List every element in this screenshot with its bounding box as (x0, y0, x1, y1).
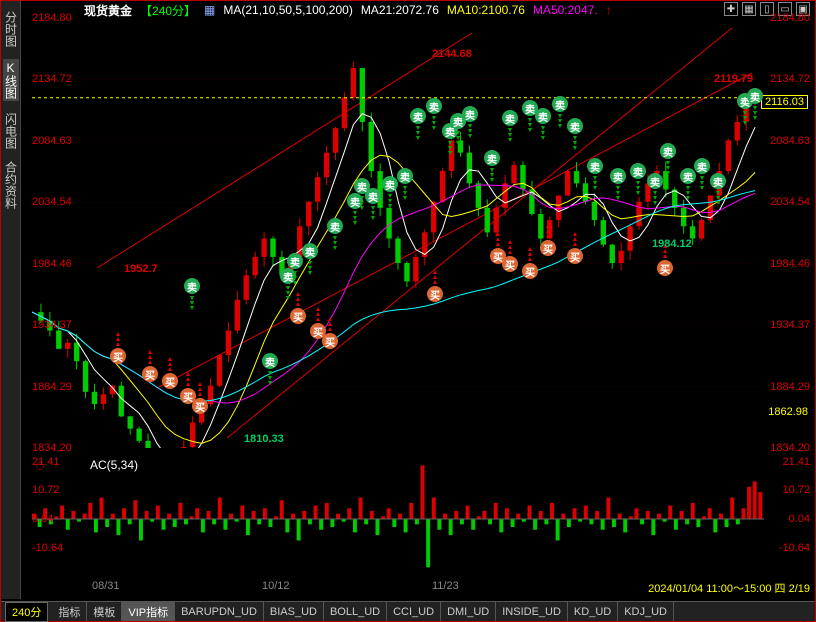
sub-indicator-chart[interactable] (32, 460, 764, 578)
sell-signal: 卖 (660, 143, 676, 159)
buy-signal: 买 (110, 348, 126, 364)
sidebar-timeshare[interactable]: 分时图 (3, 11, 19, 47)
price-annotation: 1810.33 (244, 433, 284, 445)
indicator-tab[interactable]: KDJ_UD (618, 602, 674, 621)
indicator-tab[interactable]: KD_UD (568, 602, 618, 621)
buy-signal: 买 (522, 263, 538, 279)
tool-crosshair-icon[interactable]: ✚ (724, 2, 738, 16)
sell-signal: 卖 (302, 243, 318, 259)
sell-signal: 卖 (535, 108, 551, 124)
indicator-tab[interactable]: INSIDE_UD (496, 602, 568, 621)
buy-signal: 买 (657, 260, 673, 276)
indicator-tab[interactable]: CCI_UD (387, 602, 441, 621)
sell-signal: 卖 (287, 253, 303, 269)
price-annotation: 2119.79 (714, 73, 753, 85)
timeframe-label: 【240分】 (140, 2, 196, 19)
buy-signal: 买 (567, 248, 583, 264)
sell-signal: 卖 (462, 106, 478, 122)
current-datetime: 2024/01/04 11:00～15:00 四 2/19 (648, 580, 810, 596)
indicator-tab[interactable]: BARUPDN_UD (175, 602, 264, 621)
sidebar-contract[interactable]: 合约资料 (3, 161, 19, 209)
top-info-bar: 现货黄金 【240分】 ▦ MA(21,10,50,5,100,200) MA2… (24, 2, 612, 18)
indicator-tab[interactable]: 模板 (87, 602, 122, 621)
buy-signal: 买 (290, 308, 306, 324)
left-sidebar: 分时图 K线图 闪电图 合约资料 (1, 1, 21, 599)
price-annotation: 2144.68 (432, 48, 472, 60)
indicator-tab[interactable]: BOLL_UD (324, 602, 387, 621)
sell-signal: 卖 (382, 176, 398, 192)
buy-signal: 买 (502, 256, 518, 272)
sell-signal: 卖 (262, 353, 278, 369)
buy-signal: 买 (142, 366, 158, 382)
sell-signal: 卖 (484, 150, 500, 166)
sidebar-flash[interactable]: 闪电图 (3, 113, 19, 149)
sell-signal: 卖 (184, 278, 200, 294)
ma21-value: MA21:2072.76 (361, 3, 439, 17)
ma50-value: MA50:2047. (533, 3, 598, 17)
sell-signal: 卖 (747, 88, 763, 104)
symbol-name: 现货黄金 (84, 2, 132, 19)
sell-signal: 卖 (410, 108, 426, 124)
sell-signal: 卖 (327, 218, 343, 234)
indicator-tab[interactable]: DMI_UD (441, 602, 496, 621)
main-price-chart[interactable] (32, 18, 764, 448)
ma-params: MA(21,10,50,5,100,200) (223, 3, 352, 17)
sell-signal: 卖 (694, 158, 710, 174)
indicator-dot-icon (36, 462, 44, 470)
sidebar-kline[interactable]: K线图 (3, 59, 19, 101)
timeframe-button[interactable]: 240分 (5, 602, 48, 622)
y-axis-left: 1834.201884.291934.371984.462034.542084.… (32, 18, 82, 448)
indicator-tab[interactable]: VIP指标 (122, 602, 175, 621)
sell-signal: 卖 (630, 163, 646, 179)
sub-y-left: -10.640.0410.7221.41 (32, 460, 82, 578)
bottom-tab-bar: 240分 指标模板VIP指标BARUPDN_UDBIAS_UDBOLL_UDCC… (1, 601, 815, 621)
indicator-tab[interactable]: BIAS_UD (264, 602, 324, 621)
buy-signal: 买 (322, 333, 338, 349)
buy-signal: 买 (427, 286, 443, 302)
buy-signal: 买 (162, 373, 178, 389)
sell-signal: 卖 (710, 173, 726, 189)
sell-signal: 卖 (680, 168, 696, 184)
price-annotation: 1952.7 (124, 263, 158, 275)
sell-signal: 卖 (587, 158, 603, 174)
indicator-tab[interactable]: 指标 (52, 602, 87, 621)
buy-signal: 买 (540, 240, 556, 256)
sell-signal: 卖 (552, 96, 568, 112)
sell-signal: 卖 (567, 118, 583, 134)
y-axis-right: 1834.201884.291934.371984.462034.542084.… (758, 18, 810, 448)
sell-signal: 卖 (647, 173, 663, 189)
price-annotation: 1984.12 (652, 238, 692, 250)
sell-signal: 卖 (397, 168, 413, 184)
tool-grid-icon[interactable]: ▦ (742, 2, 756, 16)
sell-signal: 卖 (610, 168, 626, 184)
ma10-value: MA10:2100.76 (447, 3, 525, 17)
buy-signal: 买 (192, 398, 208, 414)
sell-signal: 卖 (426, 98, 442, 114)
sub-y-right: -10.640.0410.7221.41 (758, 460, 810, 578)
sell-signal: 卖 (365, 188, 381, 204)
sell-signal: 卖 (502, 110, 518, 126)
